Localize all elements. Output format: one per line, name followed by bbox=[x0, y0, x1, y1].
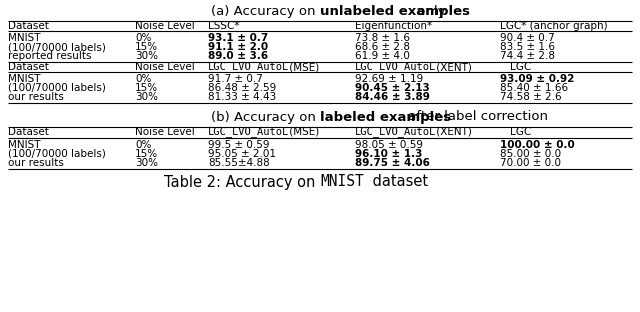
Text: 74.58 ± 2.6: 74.58 ± 2.6 bbox=[500, 92, 562, 102]
Text: 61.9 ± 4.0: 61.9 ± 4.0 bbox=[355, 51, 410, 61]
Text: (XENT): (XENT) bbox=[433, 62, 472, 72]
Text: labeled examples: labeled examples bbox=[320, 110, 451, 124]
Text: 85.00 ± 0.0: 85.00 ± 0.0 bbox=[500, 149, 561, 159]
Text: LGC_LVO_AutoL: LGC_LVO_AutoL bbox=[208, 61, 289, 72]
Text: 68.6 ± 2.8: 68.6 ± 2.8 bbox=[355, 42, 410, 52]
Text: 70.00 ± 0.0: 70.00 ± 0.0 bbox=[500, 158, 561, 168]
Text: MNIST: MNIST bbox=[8, 74, 40, 84]
Text: 30%: 30% bbox=[135, 92, 158, 102]
Text: reported results: reported results bbox=[8, 51, 92, 61]
Text: Table 2: Accuracy on: Table 2: Accuracy on bbox=[164, 174, 320, 189]
Text: unlabeled examples: unlabeled examples bbox=[320, 6, 470, 18]
Text: 0%: 0% bbox=[135, 74, 152, 84]
Text: 91.1 ± 2.0: 91.1 ± 2.0 bbox=[208, 42, 268, 52]
Text: LGC: LGC bbox=[510, 62, 531, 72]
Text: 90.45 ± 2.13: 90.45 ± 2.13 bbox=[355, 83, 429, 93]
Text: Eigenfunction*: Eigenfunction* bbox=[355, 21, 432, 31]
Text: 92.69 ± 1.19: 92.69 ± 1.19 bbox=[355, 74, 423, 84]
Text: our results: our results bbox=[8, 92, 64, 102]
Text: (MSE): (MSE) bbox=[286, 62, 319, 72]
Text: LGC_LVO_AutoL: LGC_LVO_AutoL bbox=[355, 127, 436, 138]
Text: after label correction: after label correction bbox=[404, 110, 548, 124]
Text: LGC* (anchor graph): LGC* (anchor graph) bbox=[500, 21, 607, 31]
Text: dataset: dataset bbox=[368, 174, 428, 189]
Text: Dataset: Dataset bbox=[8, 62, 49, 72]
Text: MNIST: MNIST bbox=[8, 140, 40, 150]
Text: 85.40 ± 1.66: 85.40 ± 1.66 bbox=[500, 83, 568, 93]
Text: 96.10 ± 1.3: 96.10 ± 1.3 bbox=[355, 149, 422, 159]
Text: Dataset: Dataset bbox=[8, 127, 49, 137]
Text: 15%: 15% bbox=[135, 149, 158, 159]
Text: LSSC*: LSSC* bbox=[208, 21, 239, 31]
Text: 95.05 ± 2.01: 95.05 ± 2.01 bbox=[208, 149, 276, 159]
Text: 100.00 ± 0.0: 100.00 ± 0.0 bbox=[500, 140, 575, 150]
Text: 89.75 ± 4.06: 89.75 ± 4.06 bbox=[355, 158, 430, 168]
Text: 93.1 ± 0.7: 93.1 ± 0.7 bbox=[208, 33, 268, 43]
Text: 91.7 ± 0.7: 91.7 ± 0.7 bbox=[208, 74, 263, 84]
Text: LGC_LVO_AutoL: LGC_LVO_AutoL bbox=[355, 61, 436, 72]
Text: 99.5 ± 0.59: 99.5 ± 0.59 bbox=[208, 140, 269, 150]
Text: 89.0 ± 3.6: 89.0 ± 3.6 bbox=[208, 51, 268, 61]
Text: Noise Level: Noise Level bbox=[135, 62, 195, 72]
Text: 30%: 30% bbox=[135, 158, 158, 168]
Text: 30%: 30% bbox=[135, 51, 158, 61]
Text: 93.09 ± 0.92: 93.09 ± 0.92 bbox=[500, 74, 574, 84]
Text: (MSE): (MSE) bbox=[286, 127, 319, 137]
Text: 85.55±4.88: 85.55±4.88 bbox=[208, 158, 269, 168]
Text: 98.05 ± 0.59: 98.05 ± 0.59 bbox=[355, 140, 423, 150]
Text: 0%: 0% bbox=[135, 33, 152, 43]
Text: MNIST: MNIST bbox=[8, 33, 40, 43]
Text: 15%: 15% bbox=[135, 42, 158, 52]
Text: LGC_LVO_AutoL: LGC_LVO_AutoL bbox=[208, 127, 289, 138]
Text: Noise Level: Noise Level bbox=[135, 21, 195, 31]
Text: 84.46 ± 3.89: 84.46 ± 3.89 bbox=[355, 92, 430, 102]
Text: our results: our results bbox=[8, 158, 64, 168]
Text: 15%: 15% bbox=[135, 83, 158, 93]
Text: (b) Accuracy on: (b) Accuracy on bbox=[211, 110, 320, 124]
Text: (a) Accuracy on: (a) Accuracy on bbox=[211, 6, 320, 18]
Text: Dataset: Dataset bbox=[8, 21, 49, 31]
Text: 90.4 ± 0.7: 90.4 ± 0.7 bbox=[500, 33, 555, 43]
Text: Noise Level: Noise Level bbox=[135, 127, 195, 137]
Text: 0%: 0% bbox=[135, 140, 152, 150]
Text: (100/70000 labels): (100/70000 labels) bbox=[8, 149, 106, 159]
Text: 73.8 ± 1.6: 73.8 ± 1.6 bbox=[355, 33, 410, 43]
Text: 83.5 ± 1.6: 83.5 ± 1.6 bbox=[500, 42, 555, 52]
Text: 74.4 ± 2.8: 74.4 ± 2.8 bbox=[500, 51, 555, 61]
Text: only: only bbox=[413, 6, 445, 18]
Text: LGC: LGC bbox=[510, 127, 531, 137]
Text: (100/70000 labels): (100/70000 labels) bbox=[8, 42, 106, 52]
Text: (XENT): (XENT) bbox=[433, 127, 472, 137]
Text: 81.33 ± 4.43: 81.33 ± 4.43 bbox=[208, 92, 276, 102]
Text: 86.48 ± 2.59: 86.48 ± 2.59 bbox=[208, 83, 276, 93]
Text: MNIST: MNIST bbox=[320, 174, 364, 189]
Text: (100/70000 labels): (100/70000 labels) bbox=[8, 83, 106, 93]
